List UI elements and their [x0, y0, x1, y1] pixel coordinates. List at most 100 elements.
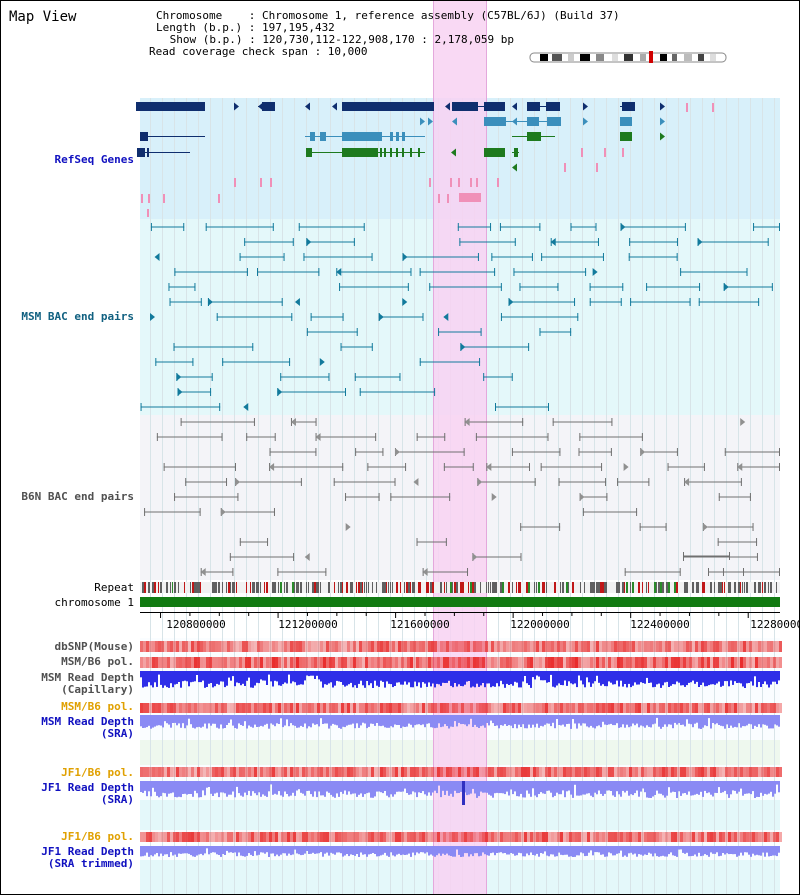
heat-cell	[503, 767, 506, 777]
track-label-dbsnp[interactable]: dbSNP(Mouse)	[54, 640, 134, 653]
depth-bar	[640, 715, 642, 726]
depth-bar	[154, 715, 156, 727]
depth-bar	[776, 781, 778, 785]
depth-bar	[692, 715, 694, 728]
heat-cell	[695, 641, 698, 652]
depth-bar	[470, 671, 472, 688]
heat-cell	[755, 657, 758, 668]
repeat-mark	[198, 582, 200, 593]
track-label-refseq[interactable]: RefSeq Genes	[54, 153, 134, 166]
depth-bar	[344, 715, 346, 728]
depth-bar	[684, 715, 686, 727]
heat-cell	[482, 657, 485, 668]
heat-cell	[623, 657, 626, 668]
repeat-mark	[388, 582, 389, 593]
track-label-msm-depth-capillary[interactable]: MSM Read Depth (Capillary)	[41, 672, 134, 696]
heat-cell	[671, 767, 674, 777]
depth-bar	[600, 846, 602, 855]
depth-bar	[602, 781, 604, 796]
depth-bar	[170, 846, 172, 853]
gene-exon	[342, 148, 378, 157]
depth-bar	[768, 846, 770, 857]
heat-cell	[185, 767, 188, 777]
heat-cell	[506, 703, 509, 713]
depth-bar	[310, 781, 312, 795]
depth-bar	[702, 671, 704, 683]
depth-bar	[484, 715, 486, 728]
track-label-msm-b6-pol-sra[interactable]: MSM/B6 pol.	[61, 700, 134, 713]
heat-cell	[173, 832, 176, 842]
heat-cell	[746, 641, 749, 652]
heat-cell	[647, 832, 650, 842]
heat-cell	[368, 767, 371, 777]
depth-bar	[326, 846, 328, 853]
strand-arrow	[486, 463, 492, 471]
heat-cell	[338, 657, 341, 668]
track-label-msm-depth-sra[interactable]: MSM Read Depth (SRA)	[41, 716, 134, 740]
strand-arrow	[269, 463, 275, 471]
heat-cell	[722, 641, 725, 652]
heat-cell	[383, 641, 386, 652]
depth-bar	[518, 846, 520, 853]
heat-cell	[305, 767, 308, 777]
heat-cell	[584, 767, 587, 777]
depth-bar	[702, 781, 704, 797]
depth-bar	[748, 671, 750, 683]
track-label-b6n-bac[interactable]: B6N BAC end pairs	[21, 490, 134, 503]
repeat-mark	[758, 582, 760, 593]
depth-bar	[744, 715, 746, 727]
depth-bar	[554, 846, 556, 857]
track-label-jf1-b6-pol[interactable]: JF1/B6 pol.	[61, 766, 134, 779]
gene-exon	[136, 102, 205, 111]
track-label-chromosome[interactable]: chromosome 1	[54, 596, 134, 609]
depth-bar	[568, 671, 570, 682]
depth-bar	[748, 781, 750, 794]
heat-cell	[473, 767, 476, 777]
heat-cell	[206, 641, 209, 652]
heat-cell	[668, 767, 671, 777]
depth-bar	[520, 671, 522, 688]
heat-cell	[362, 832, 365, 842]
depth-bar	[722, 671, 724, 686]
depth-bar	[512, 671, 514, 686]
heat-cell	[464, 703, 467, 713]
track-label-jf1-b6-pol-trimmed[interactable]: JF1/B6 pol.	[61, 830, 134, 843]
depth-bar	[708, 671, 710, 686]
heat-cell	[494, 641, 497, 652]
depth-bar	[428, 715, 430, 724]
heat-cell	[449, 832, 452, 842]
heat-cell	[173, 657, 176, 668]
depth-bar	[402, 846, 404, 855]
depth-bar	[186, 781, 188, 795]
track-label-jf1-depth-sra[interactable]: JF1 Read Depth (SRA)	[41, 782, 134, 806]
depth-bar	[330, 715, 332, 726]
track-label-repeat[interactable]: Repeat	[94, 581, 134, 594]
repeat-mark	[658, 582, 660, 593]
heat-cell	[398, 832, 401, 842]
track-label-msm-bac[interactable]: MSM BAC end pairs	[21, 310, 134, 323]
depth-bar	[288, 781, 290, 797]
heat-cell	[662, 703, 665, 713]
depth-bar	[172, 671, 174, 688]
depth-bar	[434, 715, 436, 729]
depth-bar	[156, 846, 158, 853]
depth-bar	[320, 781, 322, 796]
repeat-mark	[328, 582, 330, 593]
heat-cell	[491, 657, 494, 668]
repeat-mark	[474, 582, 476, 593]
heat-cell	[554, 832, 557, 842]
strand-arrow	[512, 102, 517, 111]
depth-bar	[612, 781, 614, 796]
heat-cell	[407, 703, 410, 713]
track-label-msm-b6-pol[interactable]: MSM/B6 pol.	[61, 655, 134, 668]
heat-cell	[563, 703, 566, 713]
depth-bar	[486, 781, 488, 793]
heat-cell	[713, 641, 716, 652]
heat-cell	[482, 703, 485, 713]
depth-bar	[762, 781, 764, 796]
repeat-mark	[760, 582, 761, 593]
depth-bar	[668, 671, 670, 687]
track-label-jf1-depth-trimmed[interactable]: JF1 Read Depth (SRA trimmed)	[41, 846, 134, 870]
depth-bar	[340, 846, 342, 854]
